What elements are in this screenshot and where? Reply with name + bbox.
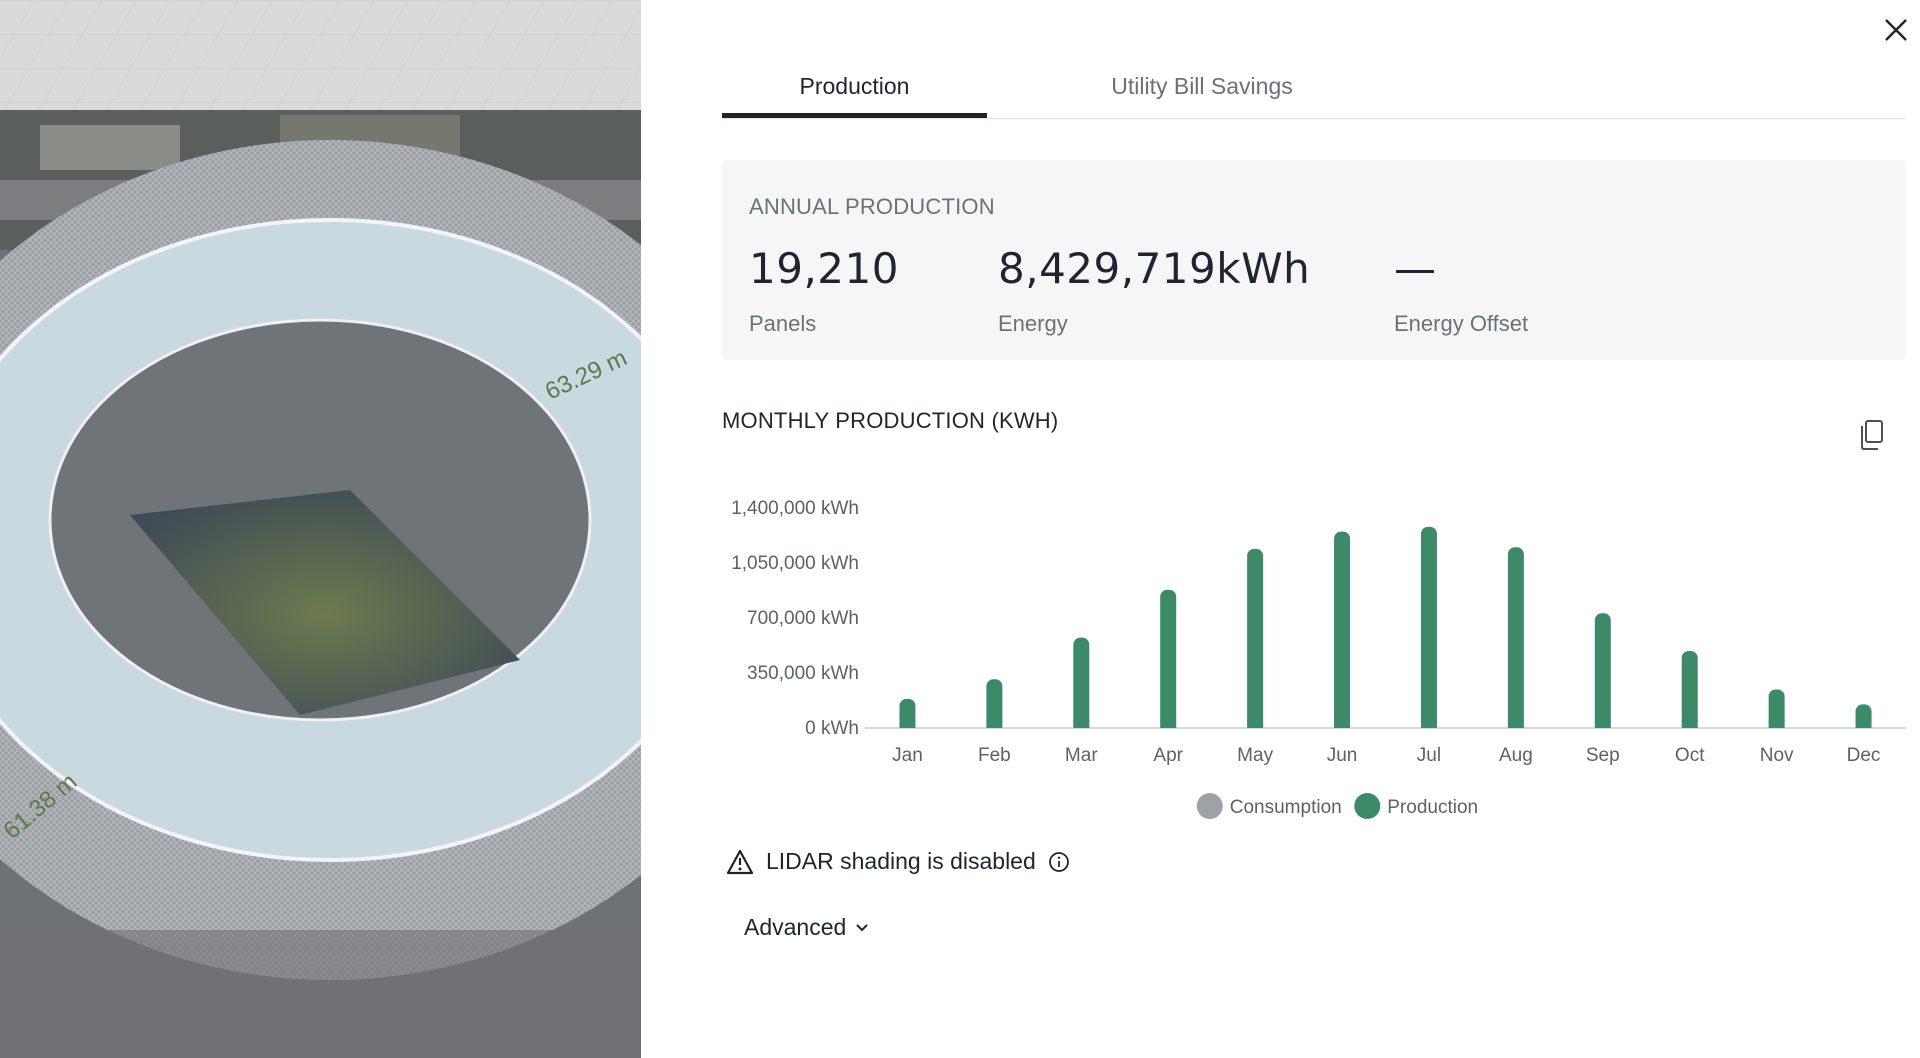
x-tick-label: Jul: [1417, 745, 1441, 766]
bar-production-base: [1594, 720, 1611, 728]
legend-label: Consumption: [1230, 797, 1342, 818]
energy-offset-value: —: [1394, 244, 1437, 293]
energy-offset-label: Energy Offset: [1394, 311, 1529, 336]
copy-button[interactable]: [1857, 418, 1887, 452]
copy-icon: [1861, 420, 1883, 450]
x-tick-label: Aug: [1499, 745, 1533, 766]
lidar-warning: LIDAR shading is disabled: [726, 848, 1070, 875]
energy-value: 8,429,719kWh: [998, 244, 1311, 293]
lidar-warning-text: LIDAR shading is disabled: [766, 848, 1036, 874]
y-tick-label: 1,400,000 kWh: [731, 498, 859, 519]
bar-production: [1681, 651, 1698, 728]
map-canvas[interactable]: 63.29 m 61.38 m: [0, 0, 641, 1058]
bar-production: [1768, 689, 1785, 728]
bar-production-base: [1073, 720, 1090, 728]
chart-svg: 0 kWh 350,000 kWh 700,000 kWh 1,050,000 kWh…: [731, 498, 1906, 819]
tab-bar: Production Utility Bill Savings: [722, 58, 1906, 119]
map-3d-view[interactable]: 63.29 m 61.38 m: [0, 0, 641, 1058]
close-button[interactable]: [1880, 14, 1912, 46]
x-tick-label: Dec: [1847, 745, 1881, 766]
y-tick-label: 350,000 kWh: [747, 663, 859, 684]
close-icon: [1885, 19, 1907, 41]
chevron-down-icon: [856, 923, 869, 931]
bar-production-base: [1420, 720, 1437, 728]
bar-production-base: [986, 720, 1003, 728]
bar-production-base: [1247, 720, 1264, 728]
y-tick-label: 1,050,000 kWh: [731, 553, 859, 574]
bar-production-base: [1768, 720, 1785, 728]
x-tick-label: Jan: [892, 745, 923, 766]
energy-offset-stat: — Energy Offset: [1394, 244, 1528, 337]
monthly-production-chart: 0 kWh 350,000 kWh 700,000 kWh 1,050,000 kWh…: [711, 480, 1911, 830]
bar-production-base: [1160, 720, 1177, 728]
bar-production-base: [899, 720, 916, 728]
panels-value: 19,210: [749, 244, 899, 293]
bar-production: [1507, 547, 1524, 728]
x-tick-label: Jun: [1327, 745, 1358, 766]
annual-production-title: ANNUAL PRODUCTION: [749, 194, 995, 219]
bar-production: [1594, 613, 1611, 728]
bar-production: [1420, 526, 1437, 728]
tab-production[interactable]: Production: [722, 58, 987, 118]
x-tick-label: Feb: [978, 745, 1011, 766]
bar-production-base: [1507, 720, 1524, 728]
advanced-toggle[interactable]: Advanced: [744, 914, 870, 941]
x-tick-label: Apr: [1153, 745, 1183, 766]
bar-production: [986, 679, 1003, 728]
production-panel: Production Utility Bill Savings ANNUAL P…: [641, 0, 1920, 1058]
tab-utility-bill-savings[interactable]: Utility Bill Savings: [1111, 73, 1293, 99]
bar-production: [1334, 531, 1351, 728]
bar-production: [1160, 589, 1177, 728]
monthly-production-title: MONTHLY PRODUCTION (KWH): [722, 408, 1059, 433]
legend-label: Production: [1387, 797, 1478, 818]
energy-label: Energy: [998, 311, 1068, 336]
energy-stat: 8,429,719kWh Energy: [998, 244, 1310, 337]
x-tick-label: Oct: [1675, 745, 1705, 766]
x-tick-label: Sep: [1586, 745, 1620, 766]
panels-stat: 19,210 Panels: [749, 244, 899, 337]
warning-icon: [726, 849, 754, 874]
annual-production-card: ANNUAL PRODUCTION 19,210 Panels 8,429,71…: [722, 160, 1906, 360]
info-icon[interactable]: [1048, 851, 1070, 873]
advanced-label: Advanced: [744, 914, 847, 940]
bar-production: [1247, 548, 1264, 728]
bar-production: [1073, 637, 1090, 728]
y-tick-label: 0 kWh: [805, 718, 859, 739]
panels-label: Panels: [749, 311, 817, 336]
bar-production-base: [1855, 720, 1872, 728]
bar-production-base: [1681, 720, 1698, 728]
x-tick-label: May: [1237, 745, 1273, 766]
y-tick-label: 700,000 kWh: [747, 608, 859, 629]
legend-swatch: [1354, 793, 1381, 819]
x-tick-label: Nov: [1760, 745, 1794, 766]
legend-swatch: [1196, 793, 1223, 819]
x-tick-label: Mar: [1065, 745, 1098, 766]
bar-production-base: [1334, 720, 1351, 728]
